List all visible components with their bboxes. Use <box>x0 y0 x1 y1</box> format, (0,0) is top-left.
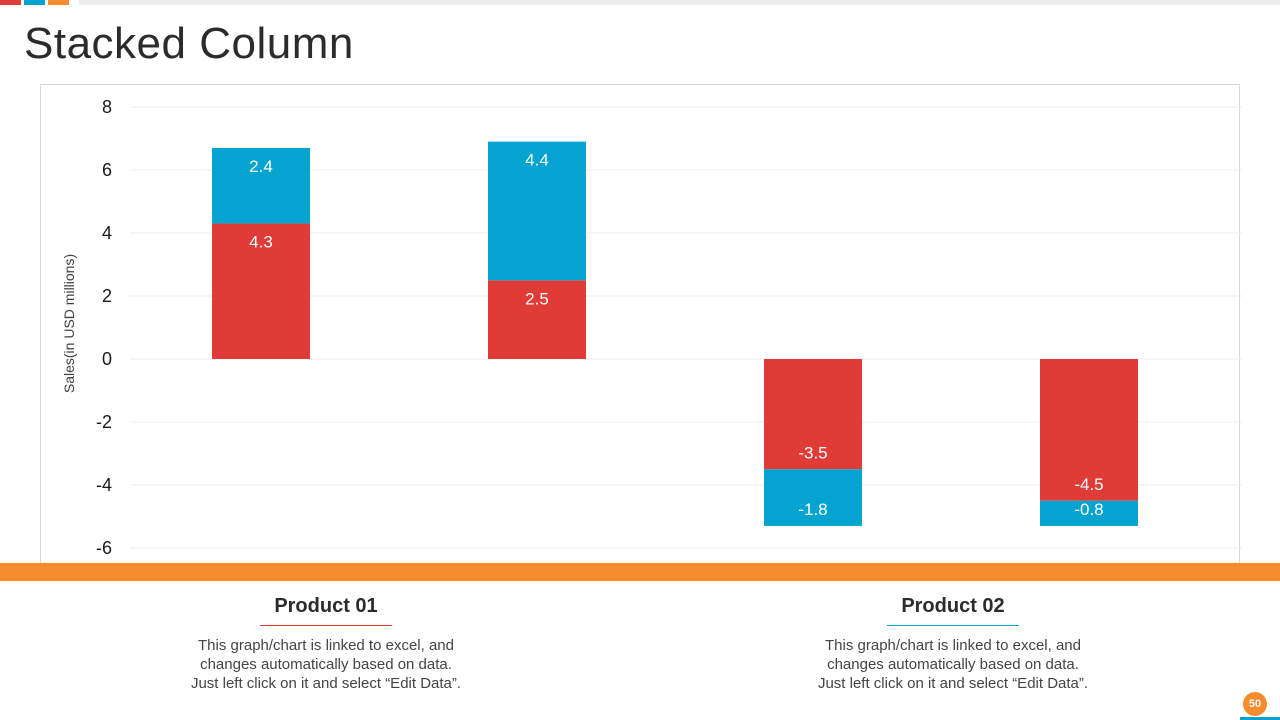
description-line: This graph/chart is linked to excel, and <box>825 637 1081 654</box>
description-line: changes automatically based on data. <box>200 656 452 673</box>
description-line: Just left click on it and select “Edit D… <box>817 675 1089 692</box>
description-line: changes automatically based on data. <box>827 656 1079 673</box>
y-tick-label: 6 <box>102 160 112 180</box>
y-tick-label: 0 <box>102 349 112 369</box>
stacked-column-chart[interactable]: 8 6 4 2 0 -2 -4 -6 Sales(in USD millions) 4.3 2.4 2… <box>0 0 1280 600</box>
accent-square-blue <box>24 0 45 5</box>
y-tick-label: 4 <box>102 223 112 243</box>
data-label: -1.8 <box>798 500 827 519</box>
accent-square-orange <box>48 0 69 5</box>
top-rule <box>79 0 1280 5</box>
page-title: Stacked Column <box>24 19 354 68</box>
data-label: -3.5 <box>798 443 827 462</box>
y-tick-label: -6 <box>96 538 112 558</box>
bar-segment-series-2[interactable] <box>764 469 862 526</box>
bar-segment-series-2[interactable] <box>488 141 586 281</box>
y-axis-title: Sales(in USD millions) <box>61 254 77 393</box>
page-number-rule <box>1240 717 1280 720</box>
product-title: Product 02 <box>901 595 1005 617</box>
y-tick-label: 8 <box>102 97 112 117</box>
bar-segment-series-1[interactable] <box>1040 359 1138 501</box>
data-label: 2.4 <box>249 157 273 176</box>
description-line: Just left click on it and select “Edit D… <box>190 675 462 692</box>
product-block-01: Product 01 This graph/chart is linked to… <box>166 592 486 693</box>
product-description: This graph/chart is linked to excel, and… <box>793 636 1113 693</box>
data-label: 2.5 <box>525 289 549 308</box>
y-tick-label: 2 <box>102 286 112 306</box>
bar-segment-series-1[interactable] <box>764 359 862 470</box>
product-description: This graph/chart is linked to excel, and… <box>166 636 486 693</box>
bar-segment-series-2[interactable] <box>212 147 310 224</box>
product-title: Product 01 <box>274 595 378 617</box>
bar-segment-series-1[interactable] <box>212 223 310 359</box>
data-label: -4.5 <box>1074 475 1103 494</box>
footer-band <box>0 563 1280 581</box>
product-block-02: Product 02 This graph/chart is linked to… <box>793 592 1113 693</box>
bar-segment-series-2[interactable] <box>1040 500 1138 526</box>
data-label: 4.3 <box>249 233 273 252</box>
data-label: 4.4 <box>525 151 549 170</box>
accent-square-red <box>0 0 21 5</box>
description-line: This graph/chart is linked to excel, and <box>198 637 454 654</box>
y-tick-label: -2 <box>96 412 112 432</box>
data-label: -0.8 <box>1074 500 1103 519</box>
product-underline <box>887 625 1019 626</box>
page-number-badge: 50 <box>1243 692 1267 716</box>
bar-segment-series-1[interactable] <box>488 280 586 359</box>
y-tick-label: -4 <box>96 475 112 495</box>
product-underline <box>260 625 392 626</box>
